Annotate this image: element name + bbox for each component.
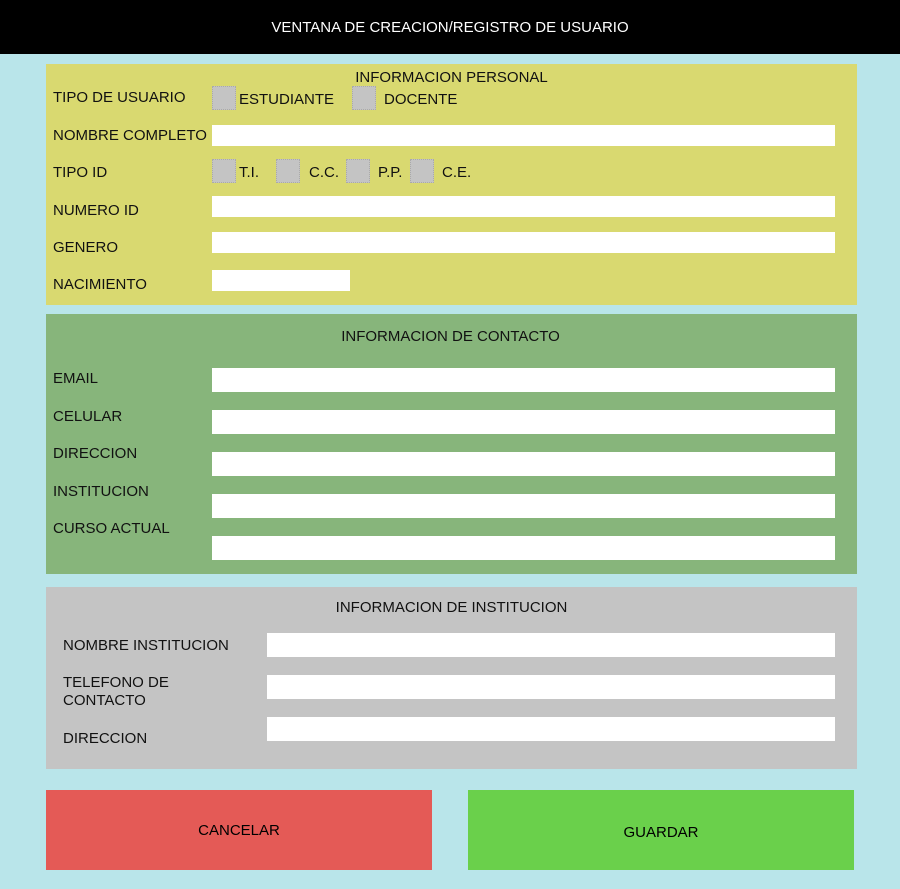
section-title: INFORMACION PERSONAL xyxy=(355,69,548,86)
curso-input[interactable] xyxy=(212,536,835,560)
curso-label: CURSO ACTUAL xyxy=(53,520,170,537)
docente-label: DOCENTE xyxy=(384,91,458,108)
institution-info-panel: INFORMACION DE INSTITUCION NOMBRE INSTIT… xyxy=(46,587,857,769)
celular-label: CELULAR xyxy=(53,408,123,425)
ce-checkbox[interactable] xyxy=(410,159,434,183)
direccion-input[interactable] xyxy=(212,452,835,476)
title-bar: VENTANA DE CREACION/REGISTRO DE USUARIO xyxy=(0,0,900,54)
tipo-usuario-label: TIPO DE USUARIO xyxy=(53,89,186,106)
cc-checkbox[interactable] xyxy=(276,159,300,183)
direccion-institucion-input[interactable] xyxy=(267,717,835,741)
nacimiento-label: NACIMIENTO xyxy=(53,276,147,293)
genero-label: GENERO xyxy=(53,239,119,256)
window-title: VENTANA DE CREACION/REGISTRO DE USUARIO xyxy=(271,18,629,36)
nombre-institucion-input[interactable] xyxy=(267,633,835,657)
save-button[interactable]: GUARDAR xyxy=(468,790,854,870)
numero-id-label: NUMERO ID xyxy=(53,202,139,219)
pp-label: P.P. xyxy=(378,164,403,181)
email-input[interactable] xyxy=(212,368,835,392)
institucion-label: INSTITUCION xyxy=(53,483,149,500)
tipo-id-label: TIPO ID xyxy=(53,164,108,181)
email-label: EMAIL xyxy=(53,370,99,387)
pp-checkbox[interactable] xyxy=(346,159,370,183)
section-title: INFORMACION DE CONTACTO xyxy=(341,328,560,345)
cancel-button[interactable]: CANCELAR xyxy=(46,790,432,870)
docente-checkbox[interactable] xyxy=(352,86,376,110)
institucion-input[interactable] xyxy=(212,494,835,518)
nombre-institucion-label: NOMBRE INSTITUCION xyxy=(63,637,229,654)
section-title: INFORMACION DE INSTITUCION xyxy=(335,599,568,616)
celular-input[interactable] xyxy=(212,410,835,434)
contact-info-panel: INFORMACION DE CONTACTO EMAIL CELULAR DI… xyxy=(46,314,857,574)
nacimiento-input[interactable] xyxy=(212,270,350,291)
ti-checkbox[interactable] xyxy=(212,159,236,183)
nombre-label: NOMBRE COMPLETO xyxy=(53,127,207,144)
estudiante-label: ESTUDIANTE xyxy=(239,91,335,108)
genero-input[interactable] xyxy=(212,232,835,253)
ce-label: C.E. xyxy=(442,164,472,181)
estudiante-checkbox[interactable] xyxy=(212,86,236,110)
nombre-input[interactable] xyxy=(212,125,835,146)
telefono-label: TELEFONO DE CONTACTO xyxy=(63,674,169,709)
direccion-label: DIRECCION xyxy=(53,445,138,462)
ti-label: T.I. xyxy=(239,164,260,181)
personal-info-panel: INFORMACION PERSONAL TIPO DE USUARIO EST… xyxy=(46,64,857,305)
direccion-institucion-label: DIRECCION xyxy=(63,730,148,747)
cc-label: C.C. xyxy=(309,164,339,181)
numero-id-input[interactable] xyxy=(212,196,835,217)
telefono-input[interactable] xyxy=(267,675,835,699)
